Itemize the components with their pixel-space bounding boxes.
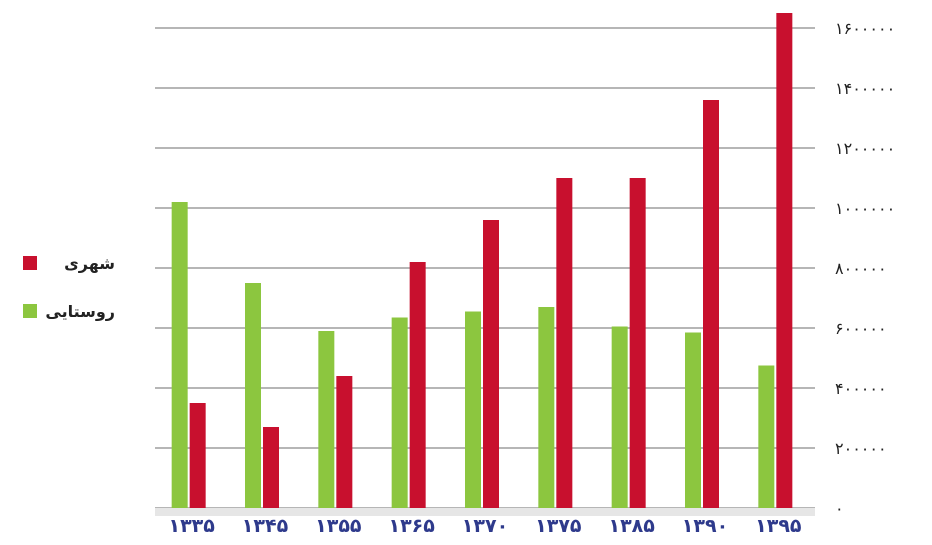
bar-urban-0: [189, 403, 206, 508]
legend: شهری روستایی: [23, 254, 115, 321]
y-tick-label: ۶۰۰۰۰۰: [835, 319, 887, 338]
x-tick-label: ۱۳۹۵: [755, 515, 802, 537]
legend-label: شهری: [64, 254, 115, 273]
bar-urban-7: [703, 100, 719, 508]
x-axis-ticks: ۱۳۳۵ ۱۳۴۵ ۱۳۵۵ ۱۳۶۵ ۱۳۷۰ ۱۳۷۵ ۱۳۸۵ ۱۳۹۰ ۱۳۹۵: [155, 508, 815, 537]
x-tick-label: ۱۳۷۰: [462, 515, 508, 537]
bar-urban-3: [409, 262, 426, 508]
x-tick-label: ۱۳۳۵: [168, 515, 215, 537]
y-axis-ticks: ۰ ۲۰۰۰۰۰ ۴۰۰۰۰۰ ۶۰۰۰۰۰ ۸۰۰۰۰۰ ۱۰۰۰۰۰۰ ۱۲۰۰۰۰۰ ۱…: [835, 19, 895, 518]
x-tick-label: ۱۳۷۵: [535, 515, 582, 537]
y-tick-label: ۱۶۰۰۰۰۰: [835, 19, 895, 38]
y-tick-label: ۴۰۰۰۰۰: [835, 379, 887, 398]
legend-label: روستایی: [45, 302, 115, 321]
y-tick-label: ۸۰۰۰۰۰: [835, 259, 887, 278]
legend-swatch: [23, 304, 37, 318]
x-tick-label: ۱۳۸۵: [608, 515, 655, 537]
bar-rural-6: [611, 326, 628, 508]
bar-urban-6: [629, 178, 646, 508]
bar-urban-1: [263, 427, 279, 508]
x-tick-label: ۱۳۴۵: [242, 515, 289, 537]
bar-rural-5: [538, 307, 555, 508]
x-tick-label: ۱۳۶۵: [388, 515, 435, 537]
bar-urban-2: [336, 376, 353, 508]
x-tick-label: ۱۳۵۵: [315, 515, 362, 537]
bar-rural-2: [318, 331, 335, 508]
bar-rural-8: [758, 365, 775, 508]
bar-rural-3: [391, 317, 408, 508]
y-tick-label: ۱۰۰۰۰۰۰: [835, 199, 895, 218]
x-axis-band: [155, 508, 815, 516]
y-tick-label: ۲۰۰۰۰۰: [835, 439, 887, 458]
y-tick-label: ۱۴۰۰۰۰۰: [835, 79, 895, 98]
bar-urban-5: [556, 178, 573, 508]
bar-rural-0: [171, 202, 188, 508]
legend-swatch: [23, 256, 37, 270]
bars: [171, 13, 793, 508]
bar-urban-8: [776, 13, 793, 508]
bar-rural-4: [465, 311, 481, 508]
x-tick-label: ۱۳۹۰: [682, 515, 728, 537]
y-tick-label: ۰: [835, 499, 844, 518]
y-tick-label: ۱۲۰۰۰۰۰: [835, 139, 895, 158]
bar-rural-1: [245, 283, 261, 508]
bar-rural-7: [685, 332, 701, 508]
bar-urban-4: [483, 220, 499, 508]
